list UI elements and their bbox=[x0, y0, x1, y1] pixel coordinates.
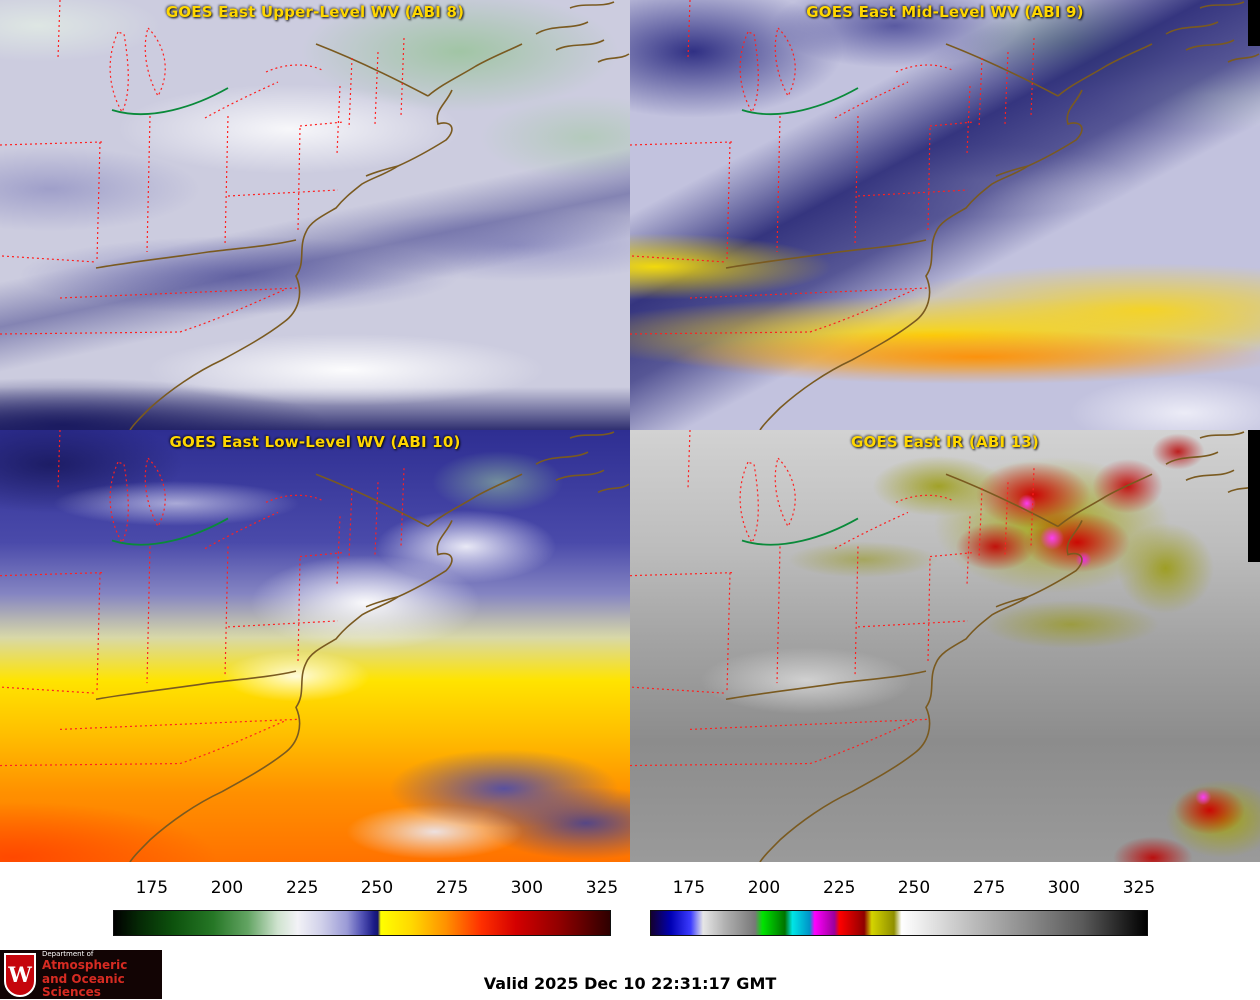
logo-line-department: Department of bbox=[41, 950, 94, 959]
map-boundaries-overlay bbox=[630, 0, 1260, 430]
tick-label: 175 bbox=[135, 878, 169, 898]
map-boundaries-overlay bbox=[630, 430, 1260, 862]
panel-low-level-wv: GOES East Low-Level WV (ABI 10) bbox=[0, 430, 630, 862]
map-boundaries-overlay bbox=[0, 0, 630, 430]
panel-title-ir: GOES East IR (ABI 13) bbox=[850, 433, 1039, 451]
map-boundaries-overlay bbox=[0, 430, 630, 862]
wv-colorbar-ticks: 175 200 225 250 275 300 325 bbox=[113, 862, 619, 898]
ir-colorbar: 175 200 225 250 275 300 325 bbox=[650, 862, 1156, 938]
tick-label: 250 bbox=[360, 878, 394, 898]
logo-line-oceanic: and Oceanic Sciences bbox=[41, 971, 125, 1000]
wv-colorbar: 175 200 225 250 275 300 325 bbox=[113, 862, 619, 938]
tick-label: 225 bbox=[286, 878, 319, 898]
tick-label: 200 bbox=[747, 878, 781, 898]
tick-label: 325 bbox=[585, 878, 619, 898]
panel-mid-level-wv: GOES East Mid-Level WV (ABI 9) bbox=[630, 0, 1260, 430]
tick-label: 300 bbox=[1047, 878, 1081, 898]
uw-crest-icon: W bbox=[4, 952, 36, 997]
valid-time: Valid 2025 Dec 10 22:31:17 GMT bbox=[483, 974, 777, 993]
panel-title-upper-wv: GOES East Upper-Level WV (ABI 8) bbox=[165, 3, 465, 21]
tick-label: 250 bbox=[897, 878, 931, 898]
uw-aos-logo-text: Department of Atmospheric and Oceanic Sc… bbox=[42, 949, 162, 999]
tick-label: 175 bbox=[672, 878, 706, 898]
colorbar-row: 175 200 225 250 275 300 325 175 200 225 … bbox=[0, 862, 1260, 938]
crest-letter: W bbox=[8, 962, 32, 987]
ir-colorbar-ticks: 175 200 225 250 275 300 325 bbox=[650, 862, 1156, 898]
tick-label: 325 bbox=[1122, 878, 1156, 898]
panel-title-mid-wv: GOES East Mid-Level WV (ABI 9) bbox=[806, 3, 1084, 21]
tick-label: 200 bbox=[210, 878, 244, 898]
tick-label: 275 bbox=[435, 878, 469, 898]
logo-line-atmospheric: Atmospheric bbox=[41, 958, 128, 973]
tick-label: 225 bbox=[823, 878, 856, 898]
uw-aos-logo[interactable]: W Department of Atmospheric and Oceanic … bbox=[0, 950, 162, 999]
tick-label: 300 bbox=[510, 878, 544, 898]
ir-colorbar-gradient bbox=[650, 910, 1148, 936]
panel-ir: GOES East IR (ABI 13) bbox=[630, 430, 1260, 862]
tick-label: 275 bbox=[972, 878, 1006, 898]
panel-title-low-wv: GOES East Low-Level WV (ABI 10) bbox=[169, 433, 461, 451]
satellite-4panel-grid: GOES East Upper-Level WV (ABI 8) GOES Ea… bbox=[0, 0, 1260, 862]
panel-upper-level-wv: GOES East Upper-Level WV (ABI 8) bbox=[0, 0, 630, 430]
wv-colorbar-gradient bbox=[113, 910, 611, 936]
